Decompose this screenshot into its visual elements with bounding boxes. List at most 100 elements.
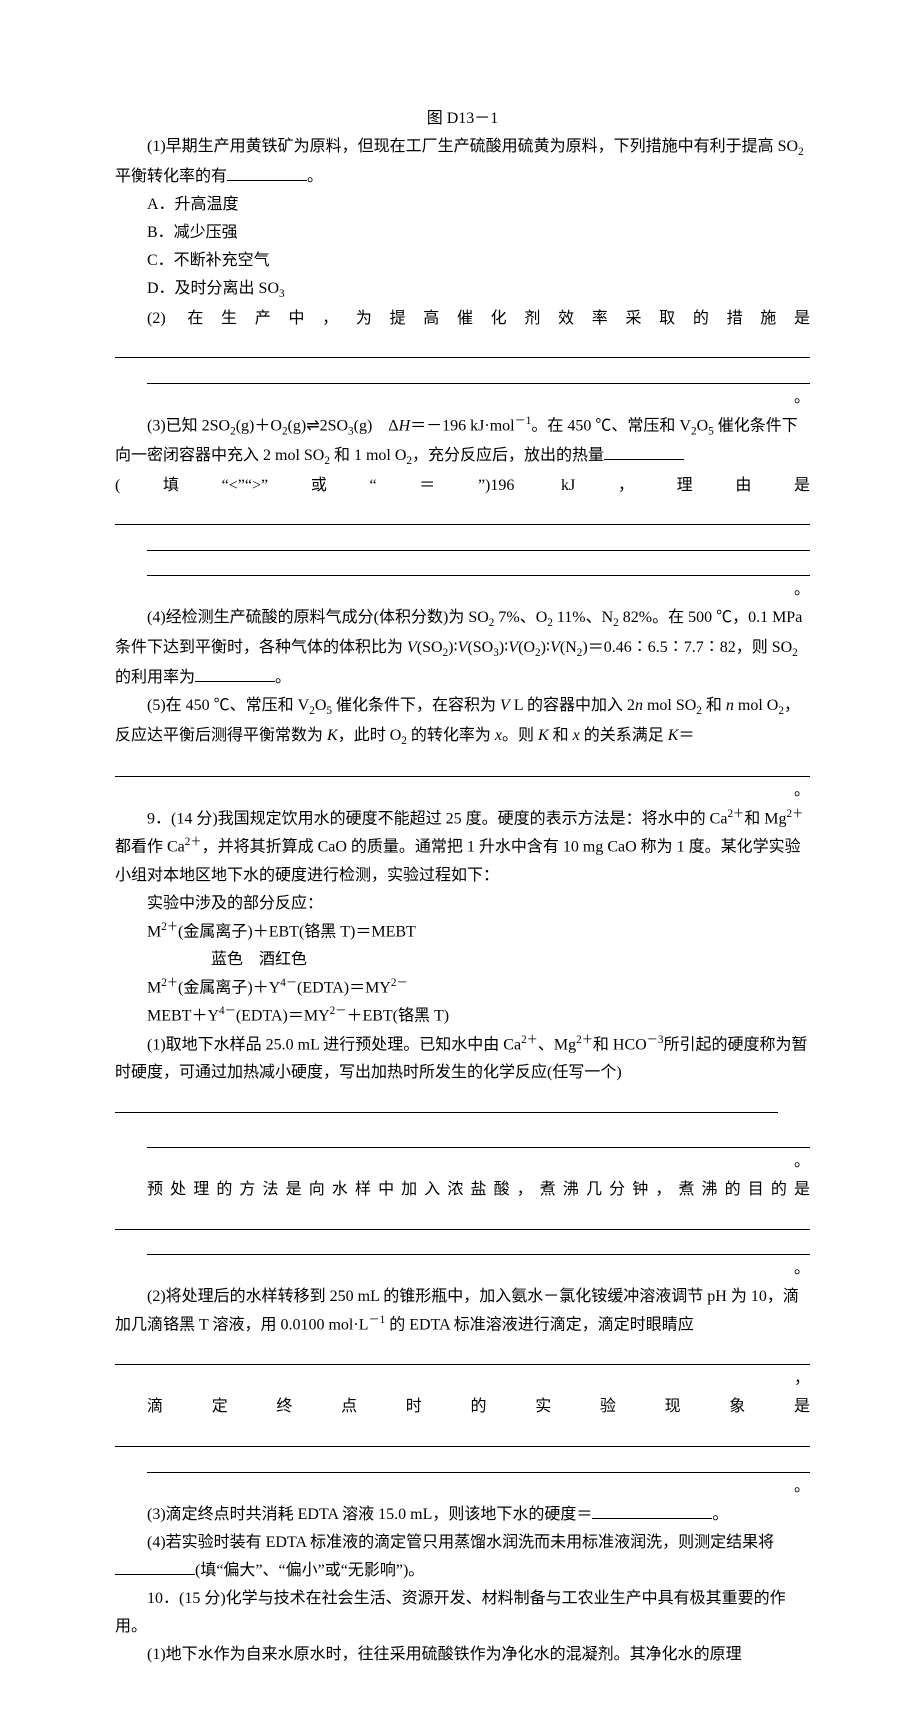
text: (4)若实验时装有 EDTA 标准液的滴定管只用蒸馏水润洗而未用标准液润洗，则测…	[147, 1534, 774, 1551]
sup: －3	[647, 1034, 664, 1046]
text: 。	[307, 168, 323, 185]
text: L 的容器中加入 2	[510, 697, 635, 714]
text: )∶	[499, 639, 509, 656]
period: 。	[115, 1255, 810, 1283]
text: 。则	[502, 727, 538, 744]
q9-4-text: (4)若实验时装有 EDTA 标准液的滴定管只用蒸馏水润洗而未用标准液润洗，则测…	[115, 1529, 810, 1585]
text: ，充分反应后，放出的热量	[412, 447, 604, 464]
q9-reactions-label: 实验中涉及的部分反应：	[115, 890, 810, 918]
q9-3-text: (3)滴定终点时共消耗 EDTA 溶液 15.0 mL，则该地下水的硬度＝。	[115, 1501, 810, 1529]
sup: 2＋	[161, 921, 178, 933]
italic-v: V	[500, 697, 510, 714]
text: 和 1 mol O	[330, 447, 406, 464]
text: 的转化率为	[407, 727, 495, 744]
text: )∶	[541, 639, 551, 656]
blank-line	[115, 1345, 810, 1366]
text: )＝0.46∶6.5∶7.7∶82，则 SO	[582, 639, 792, 656]
period: 。	[115, 777, 810, 805]
text: ，并将其折算成 CaO 的质量。通常把 1 升水中含有 10 mg CaO 称为…	[115, 839, 801, 884]
q10-intro: 10．(15 分)化学与技术在社会生活、资源开发、材料制备与工农业生产中具有极其…	[115, 1585, 810, 1641]
sup: 2＋	[727, 808, 744, 820]
period: 。	[115, 576, 810, 604]
text: M	[147, 979, 161, 996]
q10-1-text: (1)地下水作为自来水原水时，往往采用硫酸铁作为净化水的混凝剂。其净化水的原理	[115, 1641, 810, 1669]
blank-line	[147, 530, 810, 551]
blank-line	[115, 504, 810, 525]
italic-k: K	[327, 727, 338, 744]
sup: 2＋	[185, 836, 202, 848]
italic-v: V	[550, 639, 560, 656]
italic-n: n	[635, 697, 643, 714]
italic-v: V	[508, 639, 518, 656]
blank-line	[115, 1426, 810, 1447]
text: (1)早期生产用黄铁矿为原料，但现在工厂生产硫酸用硫黄为原料，下列措施中有利于提…	[147, 138, 798, 155]
text: 的利用率为	[115, 669, 195, 686]
period: 。	[115, 1473, 810, 1501]
text: mol SO	[643, 697, 696, 714]
text: (N	[560, 639, 577, 656]
blank-line	[115, 756, 810, 777]
text: 、Mg	[538, 1036, 576, 1053]
text: (EDTA)＝MY	[236, 1008, 330, 1025]
text: ＝	[678, 727, 694, 744]
text: 和	[702, 697, 726, 714]
text: (金属离子)＋Y	[178, 979, 280, 996]
text: (SO	[417, 639, 443, 656]
sup: 2＋	[576, 1034, 593, 1046]
q8-opt-c: C．不断补充空气	[115, 247, 810, 275]
text: (SO	[467, 639, 493, 656]
q8-opt-a: A．升高温度	[115, 191, 810, 219]
text: 。	[712, 1506, 728, 1523]
text: 7%、O	[494, 609, 547, 626]
text: (g) Δ	[354, 417, 399, 434]
text: D．及时分离出 SO	[147, 280, 279, 297]
text: )∶	[448, 639, 458, 656]
text: (1)取地下水样品 25.0 mL 进行预处理。已知水中由 Ca	[147, 1036, 521, 1053]
sup: 2－	[391, 977, 408, 989]
sub: 2	[798, 146, 804, 158]
text: (g)⇌2SO	[288, 417, 349, 434]
blank-line	[147, 1452, 810, 1473]
sup: 4－	[219, 1005, 236, 1017]
q8-opt-b: B．减少压强	[115, 219, 810, 247]
text: (g)＋O	[236, 417, 282, 434]
blank-line	[115, 1092, 778, 1113]
q8-4-text: (4)经检测生产硫酸的原料气成分(体积分数)为 SO2 7%、O2 11%、N2…	[115, 604, 810, 692]
italic-x: x	[495, 727, 502, 744]
text: ，此时 O	[338, 727, 402, 744]
text: mol O	[734, 697, 778, 714]
q8-opt-d: D．及时分离出 SO3	[115, 275, 810, 305]
italic-x: x	[573, 727, 580, 744]
q9-r1-colors: 蓝色 酒红色	[115, 946, 810, 974]
text: 的 EDTA 标准溶液进行滴定，滴定时眼睛应	[385, 1317, 694, 1334]
text: 和 HCO	[593, 1036, 647, 1053]
text: 都看作 Ca	[115, 839, 185, 856]
text: ＋EBT(铬黑 T)	[346, 1008, 449, 1025]
text: (填“偏大”、“偏小”或“无影响”)。	[195, 1562, 424, 1579]
text: (EDTA)＝MY	[297, 979, 391, 996]
text: 和 Mg	[744, 810, 786, 827]
text: 11%、N	[553, 609, 613, 626]
sup: 2－	[330, 1005, 347, 1017]
text: 9．(14 分)我国规定饮用水的硬度不能超过 25 度。硬度的表示方法是：将水中…	[147, 810, 727, 827]
q9-2-endpoint: 滴定终点时的实验现象是	[115, 1393, 810, 1421]
q8-3-text: (3)已知 2SO2(g)＋O2(g)⇌2SO3(g) ΔH＝－196 kJ·m…	[115, 412, 810, 500]
text: (填“<”“>”或“＝”)196 kJ，理由是	[115, 472, 810, 500]
blank-line	[147, 363, 810, 384]
sup: 2＋	[161, 977, 178, 989]
q9-intro: 9．(14 分)我国规定饮用水的硬度不能超过 25 度。硬度的表示方法是：将水中…	[115, 805, 810, 890]
q8-2-text: (2) 在生产中，为提高催化剂效率采取的措施是	[115, 305, 810, 333]
italic-n: n	[726, 697, 734, 714]
sup: 4－	[280, 977, 297, 989]
italic-v: V	[407, 639, 417, 656]
italic-v: V	[458, 639, 468, 656]
q9-pretreat-text: 预处理的方法是向水样中加入浓盐酸，煮沸几分钟，煮沸的目的是	[115, 1176, 810, 1204]
q9-r3: MEBT＋Y4－(EDTA)＝MY2－＋EBT(铬黑 T)	[115, 1002, 810, 1030]
blank-line	[147, 1128, 810, 1149]
italic-k: K	[668, 727, 679, 744]
q9-r2: M2＋(金属离子)＋Y4－(EDTA)＝MY2－	[115, 974, 810, 1002]
q9-2-text: (2)将处理后的水样转移到 250 mL 的锥形瓶中，加入氨水－氯化铵缓冲溶液调…	[115, 1283, 810, 1339]
blank	[115, 1557, 195, 1575]
text: 催化条件下，在容积为	[332, 697, 500, 714]
sub: 2	[792, 647, 798, 659]
